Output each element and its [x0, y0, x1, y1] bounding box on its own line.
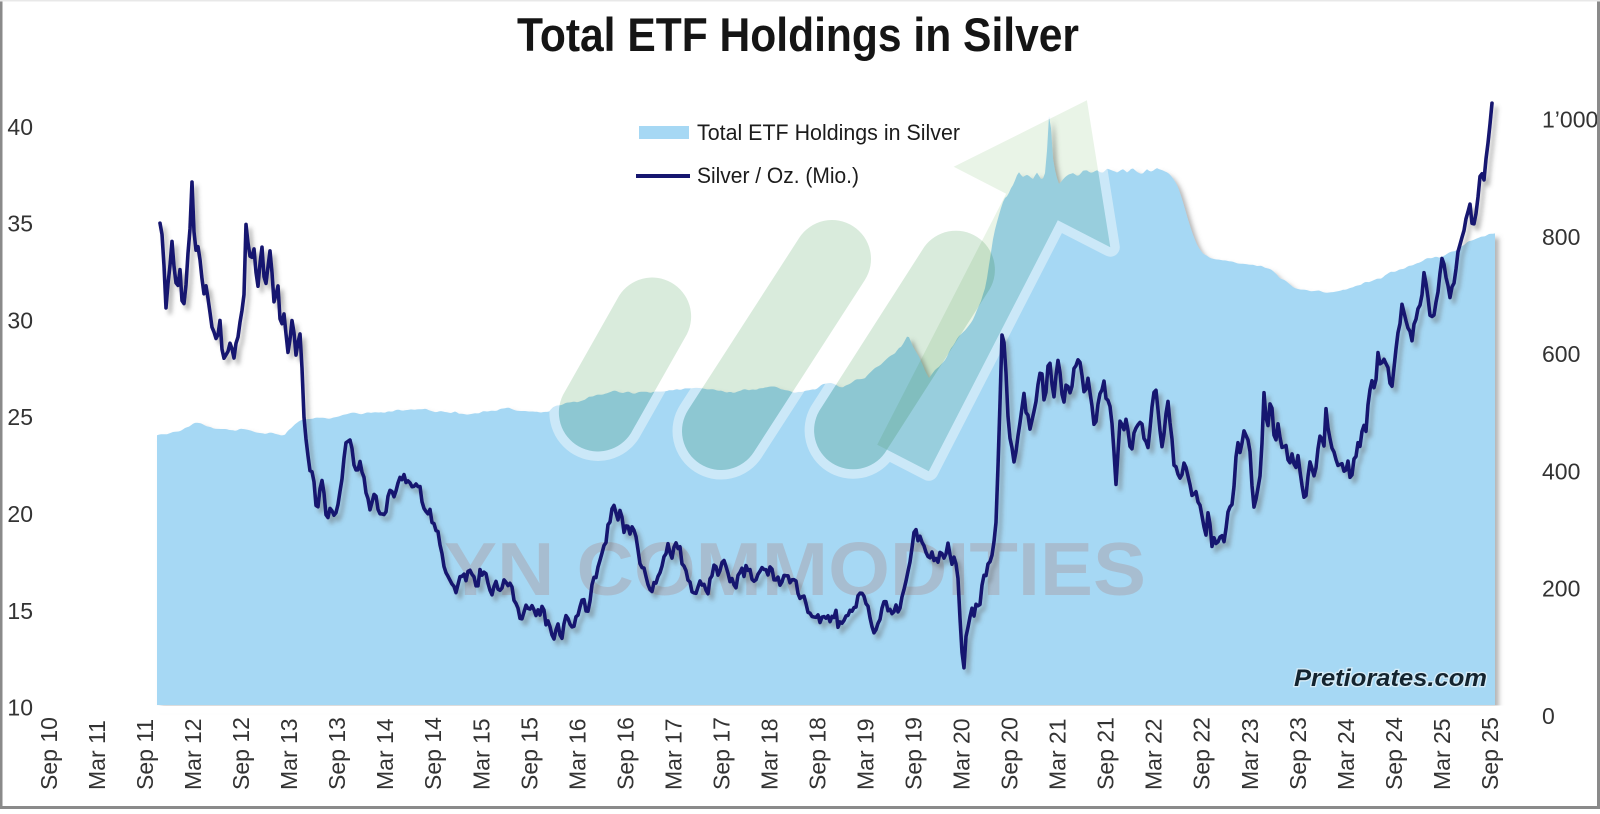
svg-text:800: 800 [1542, 224, 1580, 250]
svg-text:0: 0 [1542, 703, 1555, 729]
svg-text:Mar 16: Mar 16 [564, 718, 590, 790]
svg-text:Sep 13: Sep 13 [324, 717, 350, 790]
svg-text:Mar 22: Mar 22 [1141, 718, 1167, 790]
svg-text:YN COMMODITIES: YN COMMODITIES [444, 527, 1146, 611]
svg-text:20: 20 [7, 501, 33, 527]
svg-text:400: 400 [1542, 458, 1580, 484]
svg-text:Sep 12: Sep 12 [228, 717, 254, 790]
svg-text:30: 30 [7, 308, 33, 334]
svg-text:Sep 24: Sep 24 [1381, 717, 1407, 790]
svg-text:Sep 17: Sep 17 [708, 717, 734, 790]
svg-text:Mar 20: Mar 20 [949, 718, 975, 790]
svg-text:Mar 12: Mar 12 [180, 718, 206, 790]
svg-text:Sep 21: Sep 21 [1093, 717, 1119, 790]
svg-text:Mar 18: Mar 18 [757, 718, 783, 790]
svg-text:Mar 23: Mar 23 [1237, 718, 1263, 790]
svg-text:25: 25 [7, 404, 33, 430]
svg-text:200: 200 [1542, 576, 1580, 602]
svg-text:Total ETF Holdings in Silver: Total ETF Holdings in Silver [517, 8, 1079, 61]
svg-text:Total ETF Holdings in Silver: Total ETF Holdings in Silver [697, 120, 960, 145]
svg-text:Sep 10: Sep 10 [36, 717, 62, 790]
svg-text:Sep 11: Sep 11 [132, 719, 158, 790]
svg-text:Mar 11: Mar 11 [84, 720, 110, 790]
svg-text:Mar 17: Mar 17 [660, 718, 686, 790]
svg-text:Sep 23: Sep 23 [1285, 717, 1311, 790]
svg-text:Mar 13: Mar 13 [276, 718, 302, 790]
svg-text:Silver / Oz. (Mio.): Silver / Oz. (Mio.) [697, 163, 859, 188]
svg-text:Sep 18: Sep 18 [805, 717, 831, 790]
svg-text:Sep 25: Sep 25 [1477, 717, 1503, 790]
svg-text:1’000: 1’000 [1542, 107, 1598, 133]
svg-text:Mar 19: Mar 19 [853, 718, 879, 790]
svg-text:Sep 16: Sep 16 [612, 717, 638, 790]
svg-text:Mar 24: Mar 24 [1333, 718, 1359, 790]
svg-text:Sep 19: Sep 19 [901, 717, 927, 790]
svg-text:15: 15 [7, 598, 33, 624]
svg-text:Sep 14: Sep 14 [420, 717, 446, 790]
svg-text:Mar 25: Mar 25 [1429, 718, 1455, 790]
svg-text:Sep 22: Sep 22 [1189, 717, 1215, 790]
svg-text:Sep 20: Sep 20 [997, 717, 1023, 790]
svg-text:10: 10 [7, 695, 33, 721]
svg-text:600: 600 [1542, 341, 1580, 367]
svg-text:Mar 15: Mar 15 [468, 718, 494, 790]
svg-text:40: 40 [7, 114, 33, 140]
svg-text:Sep 15: Sep 15 [516, 717, 542, 790]
svg-text:Mar 14: Mar 14 [372, 718, 398, 790]
svg-text:Mar 21: Mar 21 [1045, 718, 1071, 790]
svg-text:35: 35 [7, 211, 33, 237]
svg-text:Pretiorates.com: Pretiorates.com [1294, 665, 1487, 692]
